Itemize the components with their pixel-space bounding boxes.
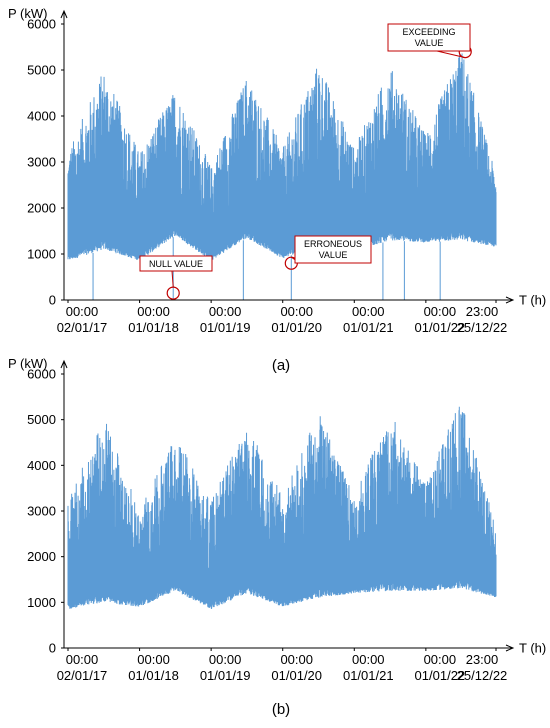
x-tick-time: 00:00	[352, 304, 385, 319]
annotation-text: EXCEEDING	[402, 27, 455, 37]
annotation-text: NULL VALUE	[149, 259, 203, 269]
x-tick-date: 01/01/21	[343, 320, 394, 335]
x-tick-time: 00:00	[137, 304, 170, 319]
y-tick-label: 0	[49, 293, 56, 308]
y-axis-label: P (kW)	[8, 6, 47, 21]
annotation-text: VALUE	[415, 38, 444, 48]
y-tick-label: 6000	[27, 17, 56, 32]
y-tick-label: 1000	[27, 247, 56, 262]
x-tick-time: 00:00	[209, 304, 242, 319]
x-tick-date: 01/01/19	[200, 668, 251, 683]
x-tick-time: 00:00	[280, 652, 313, 667]
x-tick-date: 01/01/19	[200, 320, 251, 335]
x-tick-date: 01/01/20	[271, 668, 322, 683]
y-tick-label: 5000	[27, 63, 56, 78]
x-tick-date: 02/01/17	[57, 320, 108, 335]
series-line	[67, 53, 497, 300]
x-tick-time: 23:00	[466, 304, 499, 319]
panel-label: (a)	[272, 357, 290, 374]
series-line	[67, 406, 497, 610]
x-tick-time: 00:00	[352, 652, 385, 667]
annotation-leader	[436, 50, 466, 59]
annotation-box	[294, 235, 372, 264]
annotation-leader	[171, 270, 174, 288]
y-tick-label: 2000	[27, 201, 56, 216]
x-axis-label: T (h)	[519, 641, 546, 656]
y-axis-arrow	[60, 359, 68, 369]
y-axis-label: P (kW)	[8, 356, 47, 371]
annotation: NULL VALUE	[139, 255, 213, 300]
x-tick-time: 23:00	[466, 652, 499, 667]
y-tick-label: 3000	[27, 155, 56, 170]
annotation-box	[139, 255, 213, 272]
y-tick-label: 6000	[27, 367, 56, 382]
panel-label: (b)	[272, 701, 290, 718]
x-tick-date: 25/12/22	[457, 668, 508, 683]
x-tick-time: 00:00	[66, 652, 99, 667]
y-tick-label: 1000	[27, 595, 56, 610]
x-tick-time: 00:00	[280, 304, 313, 319]
annotation-text: VALUE	[319, 250, 348, 260]
x-axis-arrow	[505, 296, 515, 304]
x-tick-time: 00:00	[424, 304, 457, 319]
y-tick-label: 4000	[27, 458, 56, 473]
x-tick-date: 01/01/21	[343, 668, 394, 683]
x-tick-time: 00:00	[209, 652, 242, 667]
x-tick-date: 02/01/17	[57, 668, 108, 683]
x-tick-date: 01/01/22	[415, 668, 466, 683]
x-tick-time: 00:00	[137, 652, 170, 667]
annotation-text: ERRONEOUS	[304, 239, 362, 249]
y-tick-label: 5000	[27, 412, 56, 427]
x-tick-date: 01/01/18	[128, 320, 179, 335]
x-tick-date: 01/01/18	[128, 668, 179, 683]
y-tick-label: 3000	[27, 504, 56, 519]
y-tick-label: 2000	[27, 549, 56, 564]
y-tick-label: 4000	[27, 109, 56, 124]
x-tick-date: 25/12/22	[457, 320, 508, 335]
x-axis-arrow	[505, 644, 515, 652]
x-axis-label: T (h)	[519, 293, 546, 308]
y-axis-arrow	[60, 9, 68, 19]
x-tick-date: 01/01/20	[271, 320, 322, 335]
x-tick-time: 00:00	[424, 652, 457, 667]
y-tick-label: 0	[49, 641, 56, 656]
x-tick-time: 00:00	[66, 304, 99, 319]
annotation-box	[387, 23, 471, 52]
x-tick-date: 01/01/22	[415, 320, 466, 335]
